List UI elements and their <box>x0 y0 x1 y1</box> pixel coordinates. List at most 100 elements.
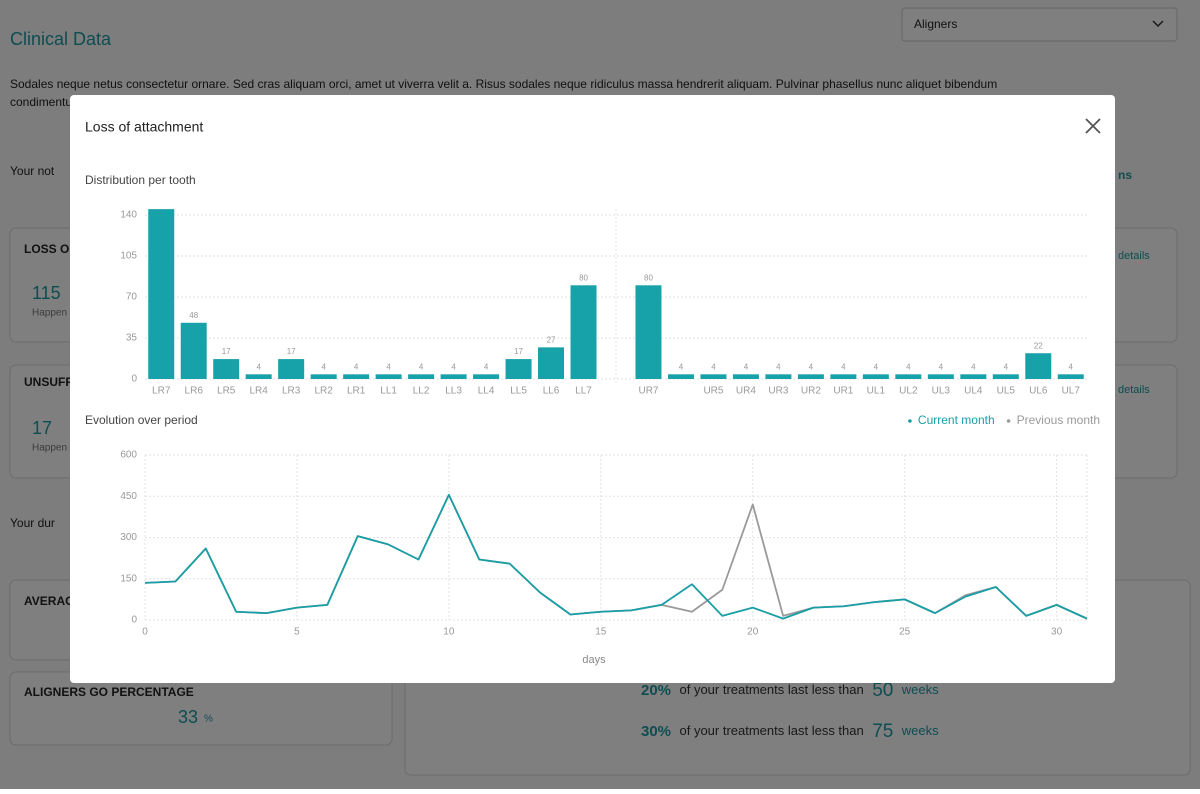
x-axis-label: days <box>582 654 606 666</box>
bar <box>473 374 500 379</box>
x-tick-label: LR7 <box>152 386 171 397</box>
x-tick-label: UL5 <box>997 386 1016 397</box>
y-tick-label: 35 <box>126 333 138 344</box>
x-tick-label: UR3 <box>768 386 788 397</box>
bar-value-label: 4 <box>484 362 489 371</box>
bar <box>960 374 987 379</box>
bar-value-label: 4 <box>906 362 911 371</box>
bar-value-label: 4 <box>451 362 456 371</box>
y-tick-label: 70 <box>126 292 138 303</box>
modal-title: Loss of attachment <box>85 119 203 135</box>
x-tick-label: LR3 <box>282 386 301 397</box>
bar-value-label: 4 <box>841 362 846 371</box>
x-tick-label: UL3 <box>932 386 951 397</box>
bar <box>343 374 370 379</box>
bar <box>505 359 532 379</box>
x-tick-label: UR2 <box>801 386 821 397</box>
bar-value-label: 4 <box>386 362 391 371</box>
x-tick-label: UL1 <box>867 386 886 397</box>
y-tick-label: 450 <box>120 491 137 502</box>
bar <box>440 374 467 379</box>
legend-label: Current month <box>918 413 995 427</box>
x-tick-label: LL4 <box>478 386 495 397</box>
x-tick-label: LL7 <box>575 386 592 397</box>
legend-label: Previous month <box>1017 413 1100 427</box>
bar <box>797 374 824 379</box>
modal: Loss of attachment Distribution per toot… <box>70 95 1115 683</box>
y-tick-label: 105 <box>120 251 137 262</box>
bar-value-label: 48 <box>189 311 198 320</box>
bar-value-label: 17 <box>222 347 231 356</box>
chart-subtitle: Distribution per tooth <box>85 173 196 187</box>
bar <box>862 374 889 379</box>
bar <box>700 374 727 379</box>
bar <box>927 374 954 379</box>
bar <box>765 374 792 379</box>
modal-box <box>70 95 1115 683</box>
x-tick-label: UR5 <box>703 386 723 397</box>
x-tick-label: 20 <box>747 627 759 638</box>
bar <box>570 285 597 379</box>
bar-value-label: 4 <box>354 362 359 371</box>
bar <box>245 374 272 379</box>
x-tick-label: 25 <box>899 627 911 638</box>
x-tick-label: UR4 <box>736 386 756 397</box>
bar-value-label: 80 <box>579 273 588 282</box>
y-tick-label: 140 <box>120 210 137 221</box>
x-tick-label: UL6 <box>1029 386 1048 397</box>
bar-value-label: 4 <box>419 362 424 371</box>
x-tick-label: UR1 <box>833 386 853 397</box>
bar-value-label: 4 <box>711 362 716 371</box>
bar-value-label: 17 <box>287 347 296 356</box>
bar <box>667 374 694 379</box>
bar <box>278 359 305 379</box>
bar-value-label: 4 <box>744 362 749 371</box>
chart-subtitle: Evolution over period <box>85 413 198 427</box>
bar-value-label: 4 <box>256 362 261 371</box>
x-tick-label: LL6 <box>543 386 560 397</box>
series-line <box>144 493 1088 620</box>
x-tick-label: UR7 <box>638 386 658 397</box>
bar-value-label: 4 <box>321 362 326 371</box>
bar-value-label: 4 <box>971 362 976 371</box>
x-tick-label: 30 <box>1051 627 1063 638</box>
x-tick-label: LR2 <box>314 386 333 397</box>
y-tick-label: 0 <box>131 615 137 626</box>
bar <box>895 374 922 379</box>
bar <box>1025 353 1052 379</box>
bar-value-label: 4 <box>679 362 684 371</box>
close-button[interactable] <box>1085 118 1101 134</box>
x-tick-label: 0 <box>142 627 148 638</box>
x-tick-label: UL7 <box>1062 386 1081 397</box>
x-tick-label: LR6 <box>185 386 204 397</box>
x-tick-label: LR5 <box>217 386 236 397</box>
bar-value-label: 4 <box>874 362 879 371</box>
bar-value-label: 27 <box>547 335 556 344</box>
y-tick-label: 150 <box>120 573 137 584</box>
x-tick-label: 10 <box>443 627 455 638</box>
x-tick-label: LL2 <box>413 386 430 397</box>
x-tick-label: LL3 <box>445 386 462 397</box>
bar-value-label: 17 <box>514 347 523 356</box>
legend-marker <box>908 419 912 423</box>
bar <box>538 347 565 379</box>
bar-value-label: 22 <box>1034 341 1043 350</box>
bar-value-label: 4 <box>939 362 944 371</box>
x-tick-label: LL5 <box>510 386 527 397</box>
legend-marker <box>1006 419 1011 423</box>
x-tick-label: 15 <box>595 627 607 638</box>
bar <box>213 359 240 379</box>
bar-value-label: 4 <box>809 362 814 371</box>
bar <box>635 285 662 379</box>
bar-value-label: 4 <box>1069 362 1074 371</box>
bar <box>375 374 402 379</box>
x-tick-label: UL4 <box>964 386 983 397</box>
y-tick-label: 300 <box>120 532 137 543</box>
bar-value-label: 4 <box>1004 362 1009 371</box>
x-tick-label: LR1 <box>347 386 366 397</box>
x-tick-label: LL1 <box>380 386 397 397</box>
x-tick-label: 5 <box>294 627 300 638</box>
y-tick-label: 600 <box>120 450 137 461</box>
bar <box>732 374 759 379</box>
